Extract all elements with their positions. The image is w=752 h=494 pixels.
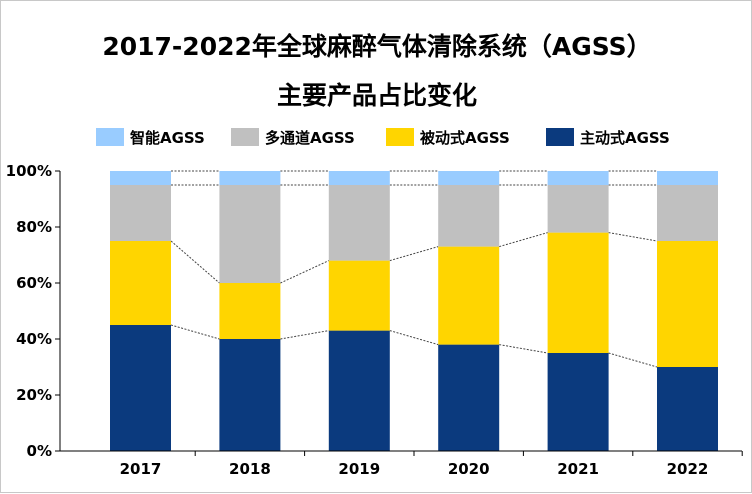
x-tick-label: 2018: [229, 460, 271, 478]
legend-swatch: [96, 128, 124, 146]
legend-label: 被动式AGSS: [420, 129, 510, 147]
bar-2022-series-3: [657, 171, 718, 185]
y-tick-label: 100%: [6, 162, 52, 180]
bar-2018-series-2: [219, 185, 281, 283]
bar-2019-series-1: [328, 260, 390, 331]
y-tick-label: 0%: [27, 442, 52, 460]
bar-2018-series-0: [219, 339, 281, 451]
bar-2021-series-3: [547, 171, 609, 185]
bar-2022-series-2: [657, 185, 718, 241]
x-tick-label: 2022: [667, 460, 709, 478]
bar-2022-series-1: [657, 241, 718, 367]
bar-2019-series-2: [328, 185, 390, 261]
y-tick-label: 60%: [16, 274, 52, 292]
series-line-0: [389, 330, 439, 346]
legend-label: 主动式AGSS: [580, 129, 670, 147]
legend: 智能AGSS 多通道AGSS 被动式AGSS 主动式AGSS: [96, 128, 670, 147]
bar-2020-series-1: [438, 246, 500, 345]
series-line-1: [499, 232, 548, 248]
legend-swatch: [231, 128, 259, 146]
x-tick-label: 2017: [120, 460, 162, 478]
bar-2021-series-2: [547, 185, 609, 233]
legend-swatch: [546, 128, 574, 146]
series-line-1: [280, 260, 330, 284]
x-tick-label: 2021: [557, 460, 599, 478]
x-tick-label: 2020: [448, 460, 490, 478]
y-tick-label: 80%: [16, 218, 52, 236]
legend-swatch: [386, 128, 414, 146]
x-tick-label: 2019: [338, 460, 380, 478]
bar-2020-series-2: [438, 185, 500, 247]
bar-2019-series-0: [328, 330, 390, 451]
series-line-1: [389, 246, 439, 262]
axes: 0% 20% 40% 60% 80% 100% 2017 2018 2019 2020 2021 20…: [6, 162, 743, 478]
bars: [110, 171, 718, 451]
bar-2018-series-3: [219, 171, 281, 185]
chart-title-line-1: 2017-2022年全球麻醉气体清除系统（AGSS）: [102, 32, 651, 61]
series-line-1: [170, 240, 220, 284]
series-line-0: [280, 330, 329, 340]
legend-label: 多通道AGSS: [265, 129, 355, 147]
y-tick-label: 40%: [16, 330, 52, 348]
bar-2022-series-0: [657, 367, 718, 451]
bar-2020-series-3: [438, 171, 500, 185]
series-line-0: [170, 324, 220, 340]
series-line-0: [499, 344, 548, 354]
bar-2017-series-1: [110, 241, 171, 325]
series-lines: [170, 170, 658, 368]
bar-2017-series-3: [110, 171, 171, 185]
bar-2017-series-0: [110, 325, 171, 451]
bar-2019-series-3: [328, 171, 390, 185]
series-line-0: [608, 352, 658, 368]
legend-label: 智能AGSS: [130, 129, 205, 147]
bar-2018-series-1: [219, 283, 281, 339]
chart-title-line-2: 主要产品占比变化: [277, 81, 477, 110]
series-line-1: [608, 232, 658, 242]
bar-2021-series-0: [547, 353, 609, 451]
bar-2017-series-2: [110, 185, 171, 241]
y-tick-label: 20%: [16, 386, 52, 404]
bar-2020-series-0: [438, 344, 500, 451]
bar-2021-series-1: [547, 232, 609, 353]
